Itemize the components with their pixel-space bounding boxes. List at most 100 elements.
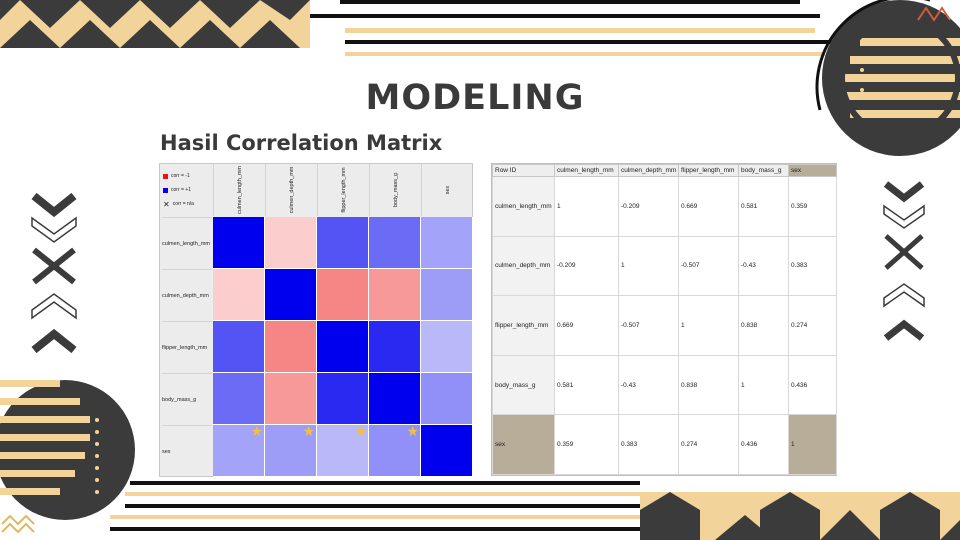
top-right-circle-decoration bbox=[815, 0, 960, 156]
heatmap-cell bbox=[213, 321, 265, 373]
heatmap-cell bbox=[213, 269, 265, 321]
heatmap-cell bbox=[421, 269, 473, 321]
table-row-selected[interactable]: sex 0.359 0.383 0.274 0.436 1 bbox=[492, 414, 837, 475]
heatmap-row-label: sex bbox=[162, 425, 212, 477]
table-cell: -0.507 bbox=[678, 235, 739, 297]
heatmap-col-label: culmen_depth_mm bbox=[265, 164, 317, 216]
table-cell: 0.274 bbox=[678, 414, 739, 475]
slide-title: MODELING bbox=[365, 78, 585, 118]
table-cell: 0.838 bbox=[678, 354, 739, 416]
legend-item-na: ✕ corr = n/a bbox=[163, 200, 194, 208]
heatmap-row-label: body_mass_g bbox=[162, 373, 212, 425]
heatmap-cell bbox=[317, 321, 369, 373]
col-label-text: culmen_length_mm bbox=[236, 166, 243, 214]
heatmap-cell bbox=[213, 217, 265, 269]
heatmap-row-label: culmen_length_mm bbox=[162, 217, 212, 269]
heatmap-cell bbox=[265, 373, 317, 425]
heatmap-row-label: flipper_length_mm bbox=[162, 321, 212, 373]
heatmap-cell bbox=[265, 321, 317, 373]
bottom-right-zigzag-decoration bbox=[640, 492, 960, 540]
heatmap-cell bbox=[265, 269, 317, 321]
table-cell: -0.43 bbox=[618, 354, 679, 416]
table-cell: -0.43 bbox=[738, 235, 789, 297]
table-cell: -0.507 bbox=[618, 295, 679, 356]
row-id-cell: culmen_depth_mm bbox=[492, 235, 555, 297]
bottom-stripes-decoration bbox=[110, 481, 645, 531]
table-cell: 0.383 bbox=[788, 235, 837, 297]
heatmap-cell bbox=[317, 269, 369, 321]
table-cell: 0.359 bbox=[554, 414, 619, 475]
table-cell: 1 bbox=[554, 176, 619, 237]
table-row[interactable]: flipper_length_mm 0.669 -0.507 1 0.838 0… bbox=[492, 295, 837, 356]
heatmap-cell bbox=[421, 321, 473, 373]
col-label-text: sex bbox=[444, 185, 451, 195]
legend-label: corr = n/a bbox=[172, 201, 194, 207]
slide-subtitle: Hasil Correlation Matrix bbox=[160, 131, 443, 155]
legend-item-negative: corr = -1 bbox=[163, 173, 190, 179]
heatmap-cell: ★ bbox=[213, 424, 265, 477]
left-chevron-decoration bbox=[31, 192, 77, 354]
col-label-text: body_mass_g bbox=[392, 172, 399, 208]
table-cell: 1 bbox=[788, 414, 837, 475]
col-label-text: flipper_length_mm bbox=[340, 167, 347, 213]
table-row[interactable]: body_mass_g 0.581 -0.43 0.838 1 0.436 bbox=[492, 354, 837, 416]
heatmap-cell bbox=[369, 373, 421, 425]
table-cell: 0.359 bbox=[788, 176, 837, 237]
bottom-left-circle-decoration bbox=[0, 380, 135, 534]
heatmap-cell: ★ bbox=[265, 423, 317, 477]
heatmap-cell bbox=[265, 217, 317, 269]
table-cell: 0.581 bbox=[554, 354, 619, 416]
table-cell: 0.581 bbox=[738, 176, 789, 237]
red-swatch-icon bbox=[163, 173, 168, 179]
heatmap-col-label: body_mass_g bbox=[369, 164, 421, 216]
table-cell: 0.436 bbox=[738, 414, 789, 475]
row-id-cell: flipper_length_mm bbox=[492, 295, 555, 356]
table-cell: -0.209 bbox=[618, 176, 679, 237]
column-header[interactable]: culmen_depth_mm bbox=[618, 164, 679, 177]
table-cell: 1 bbox=[678, 295, 739, 356]
top-stripes-decoration bbox=[310, 0, 845, 56]
correlation-table: Row ID culmen_length_mm culmen_depth_mm … bbox=[491, 163, 837, 476]
heatmap-cell bbox=[421, 425, 473, 477]
column-header[interactable]: culmen_length_mm bbox=[554, 164, 619, 177]
heatmap-cell bbox=[317, 217, 369, 269]
row-id-cell: culmen_length_mm bbox=[492, 176, 555, 237]
heatmap-col-label: culmen_length_mm bbox=[213, 164, 265, 216]
col-label-text: culmen_depth_mm bbox=[288, 166, 295, 214]
column-header[interactable]: body_mass_g bbox=[738, 164, 789, 177]
table-cell: 0.669 bbox=[554, 295, 619, 356]
table-cell: 1 bbox=[738, 354, 789, 416]
column-header[interactable]: flipper_length_mm bbox=[678, 164, 739, 177]
column-header-selected[interactable]: sex bbox=[788, 164, 837, 177]
legend-label: corr = -1 bbox=[171, 173, 190, 179]
column-header-row-id[interactable]: Row ID bbox=[492, 164, 555, 177]
right-chevron-decoration bbox=[883, 181, 925, 341]
correlation-heatmap: corr = -1 corr = +1 ✕ corr = n/a culmen_… bbox=[159, 163, 473, 477]
table-row[interactable]: culmen_depth_mm -0.209 1 -0.507 -0.43 0.… bbox=[492, 235, 837, 297]
table-header-row: Row ID culmen_length_mm culmen_depth_mm … bbox=[492, 164, 837, 177]
row-id-cell: body_mass_g bbox=[492, 354, 555, 416]
heatmap-cell bbox=[317, 373, 369, 425]
top-left-zigzag-decoration bbox=[0, 0, 310, 48]
star-icon: ★ bbox=[354, 423, 367, 439]
table-row[interactable]: culmen_length_mm 1 -0.209 0.669 0.581 0.… bbox=[492, 176, 837, 237]
star-icon: ★ bbox=[302, 423, 315, 439]
row-id-cell: sex bbox=[492, 414, 555, 475]
legend-item-positive: corr = +1 bbox=[163, 187, 191, 193]
table-cell: 1 bbox=[618, 235, 679, 297]
heatmap-cell bbox=[369, 217, 421, 269]
heatmap-cell bbox=[421, 217, 473, 269]
table-cell: 0.274 bbox=[788, 295, 837, 356]
heatmap-legend: corr = -1 corr = +1 ✕ corr = n/a bbox=[161, 165, 212, 216]
heatmap-cell bbox=[369, 321, 421, 373]
table-cell: 0.436 bbox=[788, 354, 837, 416]
star-icon: ★ bbox=[406, 423, 419, 439]
heatmap-cell bbox=[421, 373, 473, 425]
table-cell: 0.838 bbox=[738, 295, 789, 356]
heatmap-cell bbox=[369, 269, 421, 321]
table-cell: 0.669 bbox=[678, 176, 739, 237]
table-cell: 0.383 bbox=[618, 414, 679, 475]
heatmap-col-label: sex bbox=[421, 164, 473, 216]
table-cell: -0.209 bbox=[554, 235, 619, 297]
